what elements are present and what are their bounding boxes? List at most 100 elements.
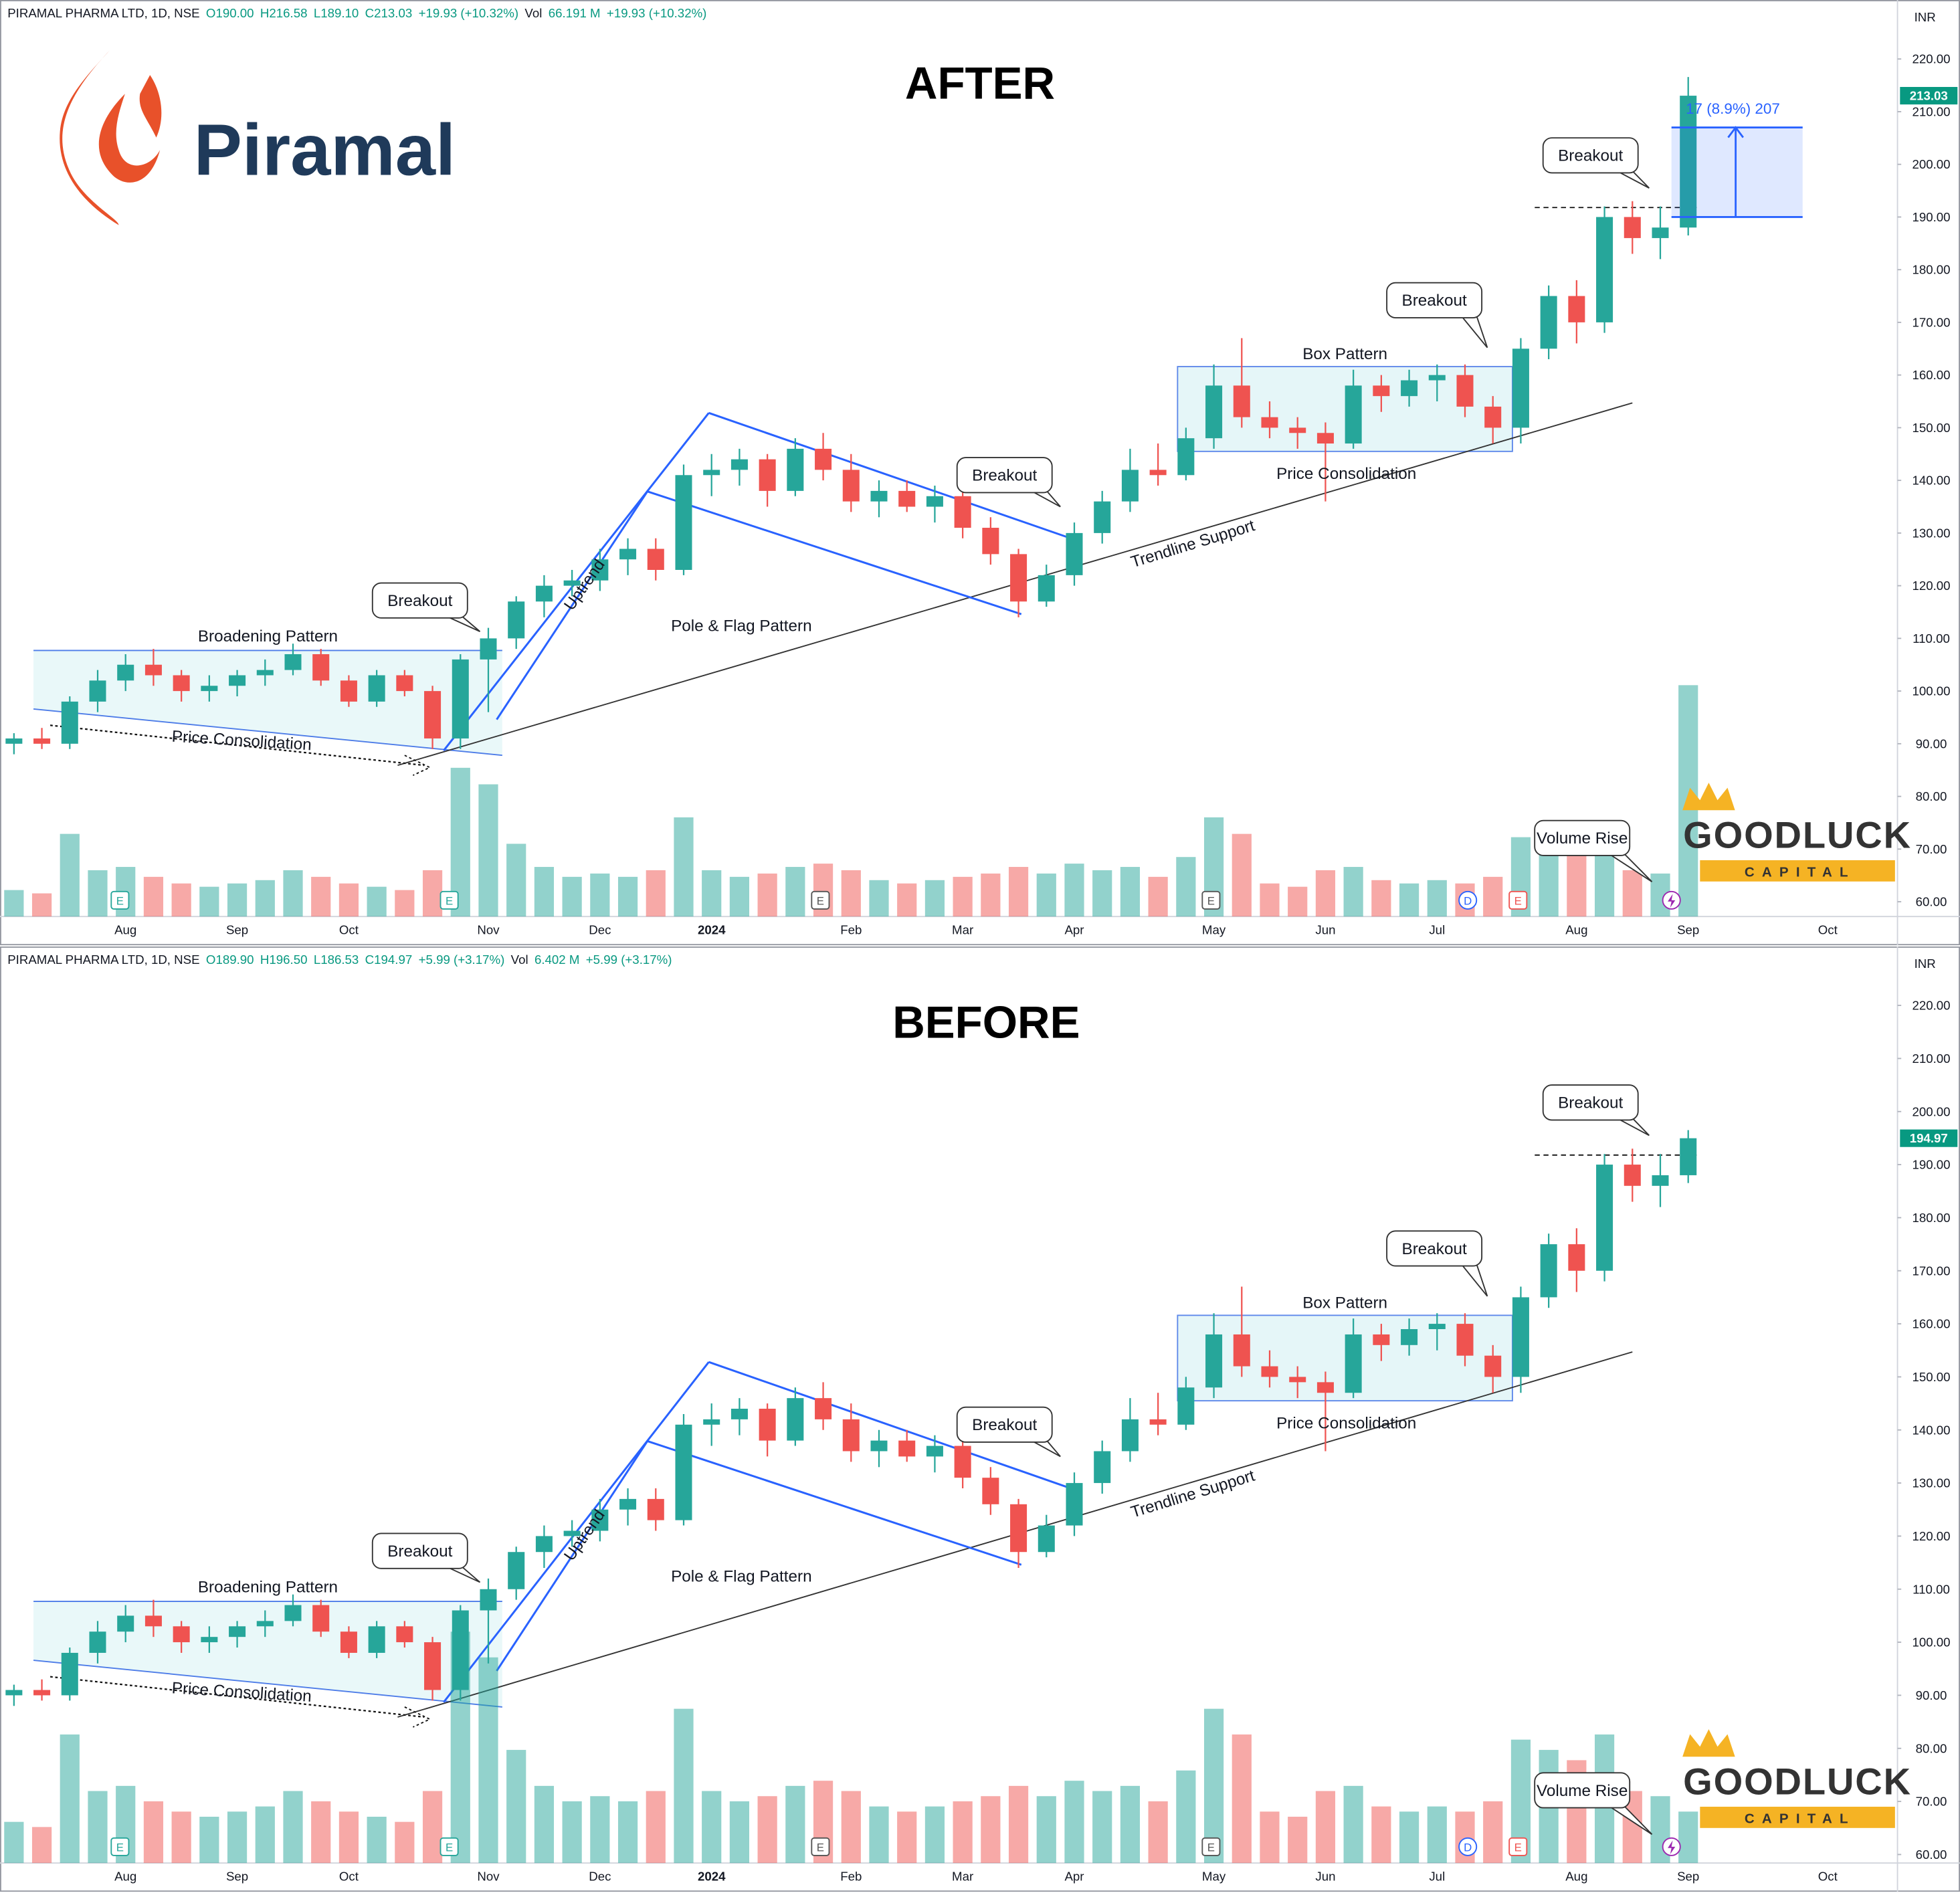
candle-body — [201, 1637, 218, 1643]
brand-sub: CAPITAL — [1745, 864, 1856, 880]
broadening-bottom — [33, 708, 502, 757]
callout-box — [371, 1532, 468, 1569]
volume-bar — [31, 893, 52, 917]
y-tick-label: 220.00 — [1912, 999, 1950, 1013]
annotation-text: Price Consolidation — [1276, 465, 1416, 483]
candle-body — [898, 1440, 916, 1457]
x-tick-label: Nov — [477, 1869, 500, 1883]
candle-body — [1540, 296, 1557, 349]
volume-bar — [590, 1796, 610, 1864]
candle-body — [340, 1631, 357, 1653]
candle-body — [1205, 385, 1223, 439]
quote-item: +5.99 (+3.17%) — [586, 953, 672, 967]
x-tick-label: Sep — [1677, 922, 1699, 936]
last-price-label: 194.97 — [1910, 1131, 1948, 1145]
volume-bar — [478, 784, 498, 917]
candle-body — [1680, 96, 1697, 228]
volume-bar — [395, 1821, 415, 1864]
candle-body — [480, 638, 497, 660]
volume-bar — [897, 1811, 917, 1864]
candle-body — [508, 601, 525, 639]
callout-box — [956, 457, 1053, 494]
candle-body — [954, 1446, 971, 1478]
volume-bar — [1399, 1811, 1419, 1864]
candle-body — [5, 738, 23, 744]
volume-bar — [1567, 850, 1587, 917]
event-label: E — [116, 1841, 124, 1854]
candle-body — [815, 1398, 832, 1419]
candle-body — [591, 559, 609, 581]
volume-bar — [1483, 876, 1503, 917]
annotation-text: Price Consolidation — [1276, 1414, 1416, 1432]
candle-body — [396, 675, 413, 692]
x-tick-label: Oct — [1818, 922, 1838, 936]
candle-body — [675, 475, 692, 571]
volume-bar — [283, 1791, 303, 1864]
candle-body — [703, 470, 720, 476]
volume-bar — [617, 1801, 638, 1864]
y-tick-label: 70.00 — [1916, 842, 1947, 856]
callout-box — [1534, 1772, 1631, 1809]
volume-bar — [1371, 880, 1391, 917]
split-bolt — [1668, 1840, 1676, 1855]
event-label: E — [817, 1841, 824, 1854]
volume-bar — [88, 1791, 108, 1864]
callout-box — [1534, 819, 1631, 856]
y-tick-label: 200.00 — [1912, 1104, 1950, 1118]
y-tick-label: 90.00 — [1916, 1688, 1947, 1702]
candle-body — [452, 659, 469, 738]
measure-arrowhead — [1727, 126, 1744, 138]
event-icon — [1508, 1837, 1528, 1856]
volume-bar — [646, 1791, 666, 1864]
volume-bar — [1008, 867, 1029, 917]
candle-body — [1428, 1324, 1446, 1330]
candle-body — [1596, 217, 1613, 322]
candle-body — [954, 496, 971, 528]
volume-bar — [338, 1811, 359, 1864]
broadening-bottom — [33, 1660, 502, 1708]
candle-body — [1624, 1165, 1641, 1186]
candle-body — [1066, 532, 1083, 575]
y-tick-label: 210.00 — [1912, 104, 1950, 118]
quote-item: 6.402 M — [534, 953, 579, 967]
x-tick-label: Sep — [226, 922, 248, 936]
annotation-text: Broadening Pattern — [198, 1579, 338, 1597]
candle-body — [61, 1652, 78, 1696]
candle-body — [787, 1398, 804, 1441]
volume-bar — [841, 1791, 861, 1864]
event-label: E — [1207, 1841, 1215, 1854]
quote-item: L186.53 — [314, 953, 359, 967]
y-tick-label: 170.00 — [1912, 315, 1950, 329]
candle-body — [1233, 385, 1250, 417]
y-tick-label: 210.00 — [1912, 1052, 1950, 1066]
y-tick-label: 110.00 — [1913, 631, 1950, 645]
volume-bar — [562, 1801, 582, 1864]
volume-bar — [422, 870, 443, 917]
quote-item: H216.58 — [260, 6, 308, 20]
candle-body — [396, 1626, 413, 1643]
volume-bar — [422, 1791, 443, 1864]
candle-body — [703, 1419, 720, 1425]
flag-lower — [647, 490, 1022, 615]
candle-body — [1261, 1366, 1278, 1377]
pole-line — [496, 490, 649, 720]
callout-text: Breakout — [1402, 1240, 1467, 1258]
x-tick-label: Aug — [1565, 1869, 1587, 1883]
volume-bar — [1315, 1791, 1336, 1864]
consolidation-arrow — [404, 1706, 431, 1728]
candle-body — [340, 680, 357, 702]
volume-bar — [590, 873, 610, 917]
volume-bar — [1148, 876, 1168, 917]
event-label: E — [817, 894, 824, 907]
candle-body — [229, 1626, 246, 1637]
x-tick-label: May — [1202, 1869, 1226, 1883]
candle-body — [1540, 1244, 1557, 1298]
volume-bar — [1203, 1708, 1224, 1864]
volume-bar — [1064, 864, 1084, 917]
candle-body — [1456, 375, 1474, 407]
candle-body — [508, 1552, 525, 1589]
volume-bar — [171, 1811, 191, 1864]
event-icon — [439, 1837, 459, 1856]
candle-body — [982, 1478, 999, 1504]
candle-body — [117, 664, 134, 681]
